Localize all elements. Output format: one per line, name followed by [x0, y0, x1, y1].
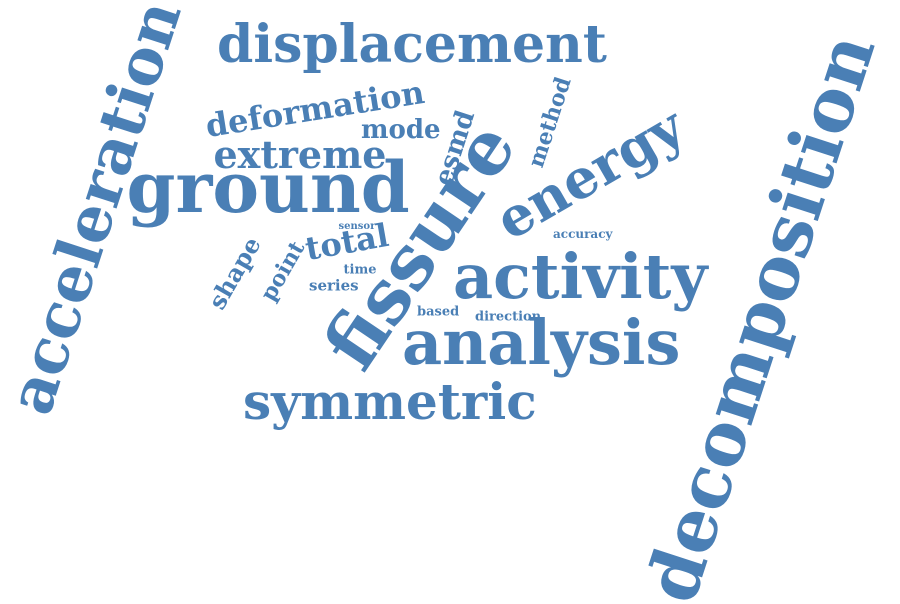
- word-displacement: displacement: [217, 14, 607, 75]
- word-sensor: sensor: [338, 221, 376, 232]
- word-extreme: extreme: [213, 132, 387, 177]
- word-time: time: [343, 262, 377, 278]
- word-analysis: analysis: [402, 306, 681, 379]
- word-shape: shape: [202, 231, 267, 315]
- word-ground: ground: [126, 146, 410, 229]
- word-based: based: [417, 304, 460, 320]
- word-activity: activity: [453, 240, 708, 313]
- word-direction: direction: [475, 309, 542, 325]
- word-accuracy: accuracy: [553, 227, 613, 241]
- word-series: series: [309, 276, 359, 295]
- word-mode: mode: [361, 115, 441, 145]
- word-symmetric: symmetric: [243, 372, 537, 431]
